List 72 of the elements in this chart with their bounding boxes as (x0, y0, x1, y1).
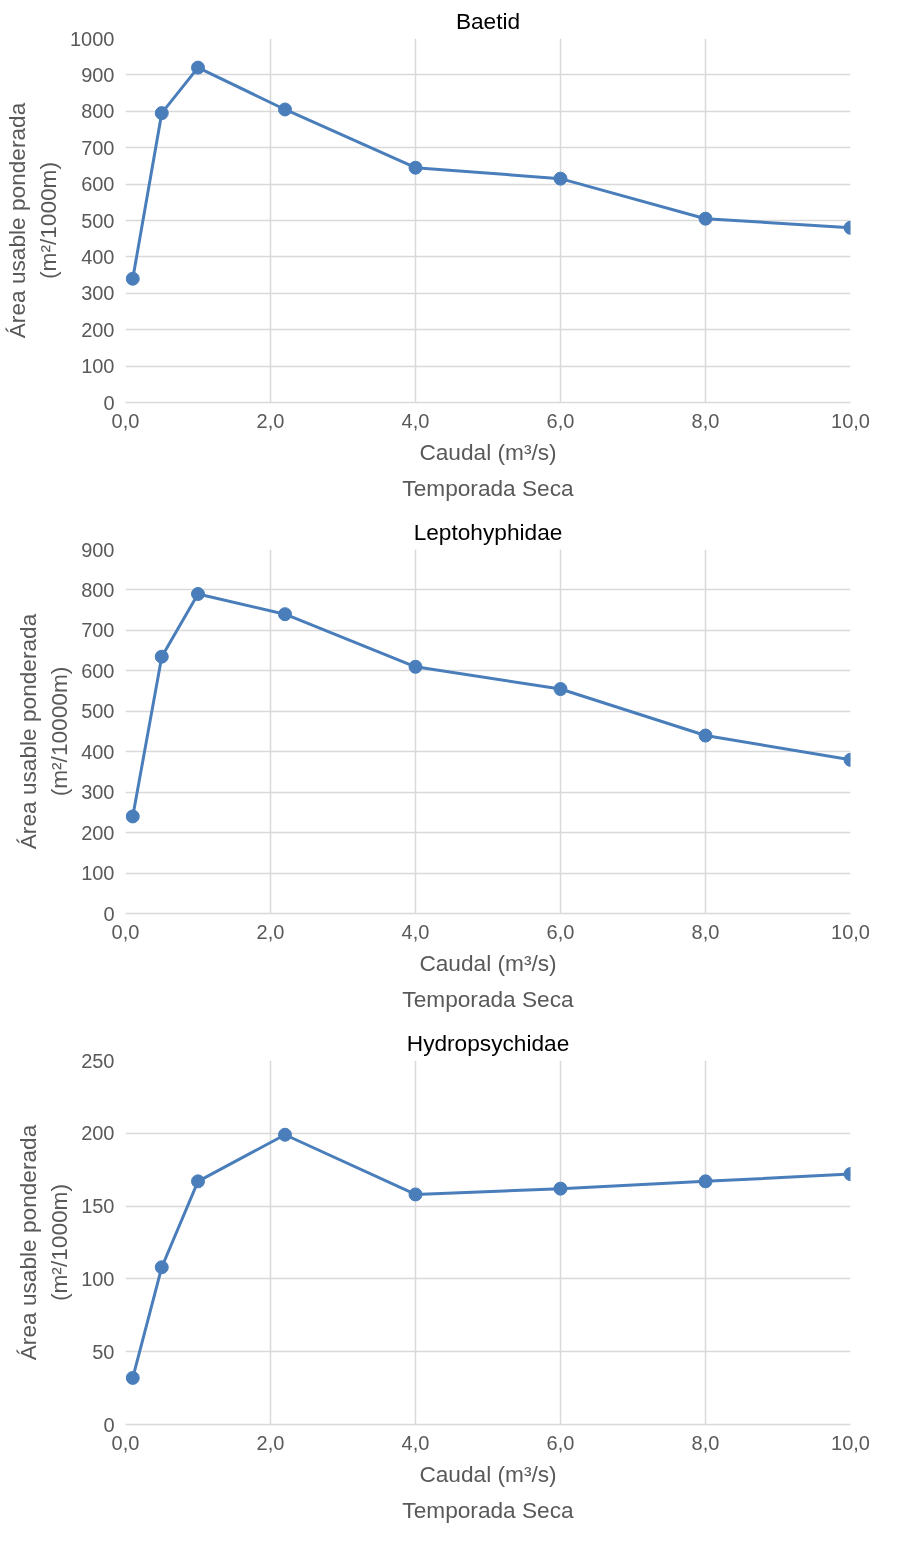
y-tick-label: 200 (81, 318, 115, 341)
point (191, 1174, 205, 1189)
point (154, 649, 169, 664)
point (125, 1370, 140, 1385)
point (698, 1174, 713, 1189)
y-tick-label: 300 (81, 282, 115, 305)
y-tick-label: 1000 (70, 27, 115, 50)
x-tick-label: 4,0 (401, 409, 430, 432)
x-axis-title: Caudal (m³/s) (419, 438, 557, 465)
point (698, 211, 713, 226)
point (408, 1187, 423, 1202)
x-tick-label: 4,0 (401, 1431, 430, 1454)
y-axis-title: Área usable ponderada (m²/10000m) (14, 613, 73, 850)
point (278, 1127, 292, 1142)
y-tick-label: 100 (81, 355, 115, 378)
chart-title: Leptohyphidae (413, 518, 563, 545)
y-tick-label: 800 (81, 578, 115, 601)
y-tick-label: 250 (81, 1049, 115, 1072)
y-axis-title: Área usable ponderada (m²/1000m) (3, 102, 62, 339)
y-tick-label: 150 (81, 1195, 115, 1218)
text: Temporada Seca (402, 1496, 575, 1523)
x-tick-label: 8,0 (691, 920, 720, 943)
point (698, 728, 713, 743)
y-tick-label: 600 (81, 173, 115, 196)
x-axis-title: Caudal (m³/s) (419, 1460, 557, 1487)
point (278, 102, 292, 117)
y-tick-label: 200 (81, 1122, 115, 1145)
point (154, 1260, 169, 1275)
x-tick-label: 2,0 (256, 1431, 285, 1454)
y-tick-label: 200 (81, 821, 115, 844)
y-tick-label: 500 (81, 700, 115, 723)
y-tick-label: 900 (81, 538, 115, 561)
y-tick-label: 700 (81, 136, 115, 159)
point (125, 809, 140, 824)
point (408, 160, 423, 175)
x-tick-label: 8,0 (691, 1431, 720, 1454)
x-tick-label: 8,0 (691, 409, 720, 432)
x-tick-label: 6,0 (546, 1431, 575, 1454)
y-tick-label: 500 (81, 209, 115, 232)
point (408, 659, 423, 674)
chart-title: Baetid (455, 7, 521, 34)
x-tick-label: 6,0 (546, 920, 575, 943)
y-tick-label: 400 (81, 245, 115, 268)
x-tick-label: 6,0 (546, 409, 575, 432)
text: Temporada Seca (402, 474, 575, 501)
y-axis-title: Área usable ponderada (m²/1000m) (14, 1124, 73, 1361)
y-tick-label: 800 (81, 100, 115, 123)
x-axis-title: Caudal (m³/s) (419, 949, 557, 976)
y-tick-label: 300 (81, 781, 115, 804)
point (553, 682, 568, 697)
y-tick-label: 600 (81, 659, 115, 682)
point (553, 171, 568, 186)
point (125, 271, 140, 286)
y-tick-label: 100 (81, 862, 115, 885)
x-tick-label: 2,0 (256, 409, 285, 432)
y-tick-label: 400 (81, 740, 115, 763)
point (191, 587, 205, 601)
x-tick-label: 2,0 (256, 920, 285, 943)
y-tick-label: 50 (92, 1340, 115, 1363)
text: Temporada Seca (402, 985, 575, 1012)
point (191, 60, 205, 75)
x-tick-label: 10,0 (831, 409, 870, 432)
y-tick-label: 700 (81, 619, 115, 642)
x-tick-label: 10,0 (831, 920, 870, 943)
point (278, 607, 292, 622)
x-tick-label: 4,0 (401, 920, 430, 943)
y-tick-label: 900 (81, 63, 115, 86)
point (553, 1181, 568, 1196)
point (154, 106, 169, 121)
x-tick-label: 10,0 (831, 1431, 870, 1454)
chart-title: Hydropsychidae (406, 1029, 570, 1056)
y-tick-label: 100 (81, 1267, 115, 1290)
